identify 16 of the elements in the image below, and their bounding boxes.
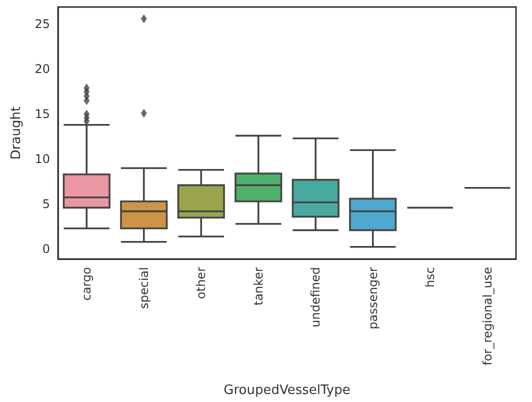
x-tick-label: other — [194, 266, 208, 299]
y-tick-label: 5 — [42, 197, 50, 212]
x-tick-label: cargo — [80, 267, 94, 301]
y-tick-label: 0 — [42, 242, 50, 256]
x-tick-label: passenger — [366, 266, 380, 330]
y-tick-label: 20 — [34, 62, 50, 76]
x-tick-label: undefined — [308, 267, 323, 328]
x-tick-label: special — [136, 267, 151, 309]
x-tick-label: hsc — [423, 267, 438, 288]
y-tick-label: 15 — [34, 107, 50, 122]
y-tick-label: 25 — [34, 17, 50, 32]
y-tick-label: 10 — [34, 152, 50, 166]
y-axis-title: Draught — [9, 106, 24, 160]
x-tick-label: for_regional_use — [480, 267, 494, 366]
x-axis-title: GroupedVesselType — [224, 383, 350, 398]
x-tick-label: tanker — [251, 266, 266, 306]
